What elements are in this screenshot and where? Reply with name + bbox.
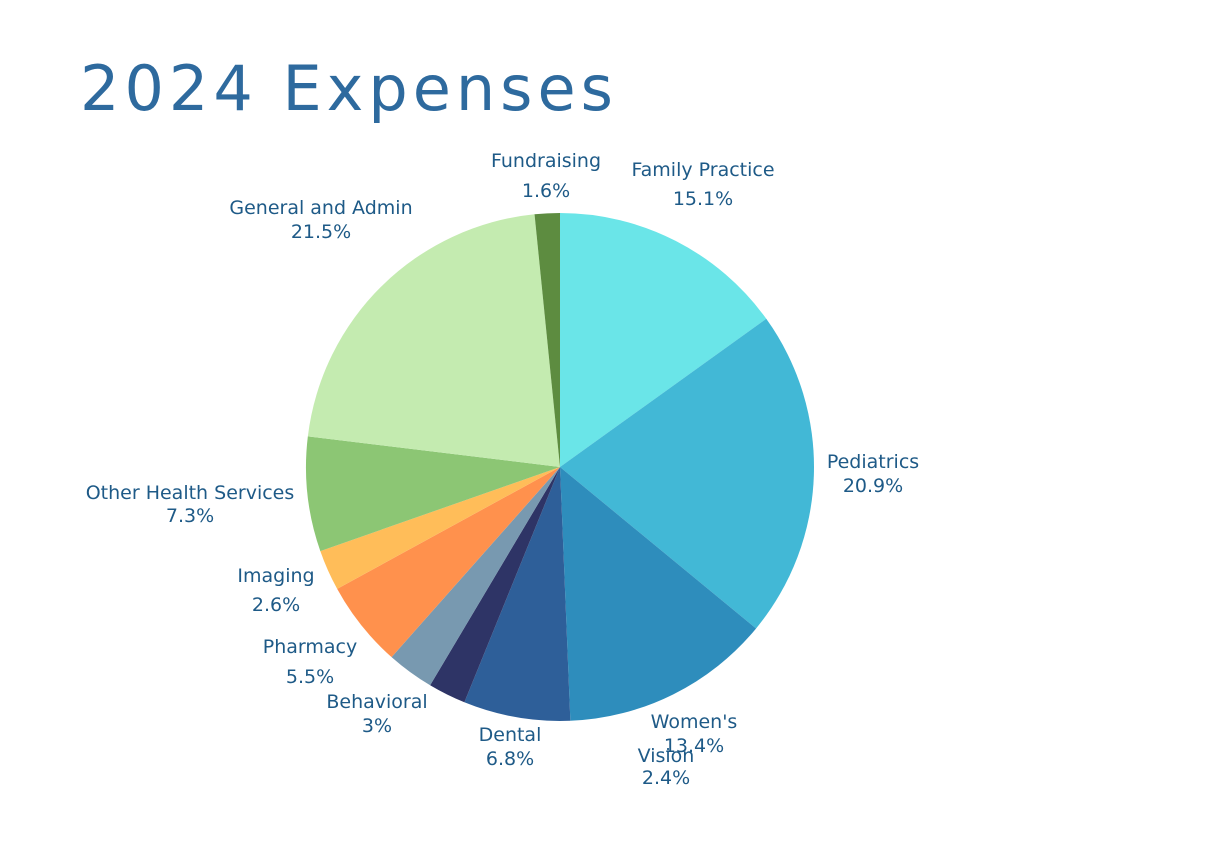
pie-slice-women-s bbox=[560, 467, 757, 721]
slice-label: Women's bbox=[651, 711, 738, 733]
slice-value-label: 3% bbox=[362, 715, 392, 737]
slice-label: Vision bbox=[638, 745, 695, 767]
pie-slice-vision bbox=[430, 467, 560, 703]
pie-slice-pharmacy bbox=[337, 467, 560, 658]
slice-label: Family Practice bbox=[631, 159, 774, 181]
slice-value-label: 20.9% bbox=[843, 475, 903, 497]
slice-value-label: 6.8% bbox=[486, 748, 534, 770]
pie-slice-general-and-admin bbox=[307, 214, 560, 467]
slice-value-label: 1.6% bbox=[522, 180, 570, 202]
pie-slice-other-health-services bbox=[305, 436, 560, 552]
slice-label: Behavioral bbox=[326, 691, 427, 713]
slice-value-label: 13.4% bbox=[664, 735, 724, 757]
pie-slice-behavioral bbox=[391, 467, 560, 686]
pie-slice-fundraising bbox=[534, 213, 560, 467]
pie-slice-dental bbox=[464, 467, 571, 722]
pie-slices bbox=[305, 213, 814, 722]
slice-label: Pharmacy bbox=[263, 636, 357, 658]
pie-slice-family-practice bbox=[560, 213, 767, 467]
pie-slice-pediatrics bbox=[560, 318, 814, 629]
slice-label: Pediatrics bbox=[827, 451, 919, 473]
slice-value-label: 5.5% bbox=[286, 666, 334, 688]
slice-label: Imaging bbox=[237, 565, 314, 587]
chart-title: 2024 Expenses bbox=[80, 52, 618, 125]
pie-slice-imaging bbox=[320, 467, 560, 589]
slice-label: Fundraising bbox=[491, 150, 601, 172]
slice-label: General and Admin bbox=[229, 197, 412, 219]
slice-label: Dental bbox=[479, 724, 542, 746]
slice-value-label: 7.3% bbox=[166, 505, 214, 527]
slice-value-label: 2.4% bbox=[642, 767, 690, 789]
slice-value-label: 21.5% bbox=[291, 221, 351, 243]
slice-value-label: 15.1% bbox=[673, 188, 733, 210]
slice-value-label: 2.6% bbox=[252, 594, 300, 616]
slice-label: Other Health Services bbox=[86, 482, 295, 504]
